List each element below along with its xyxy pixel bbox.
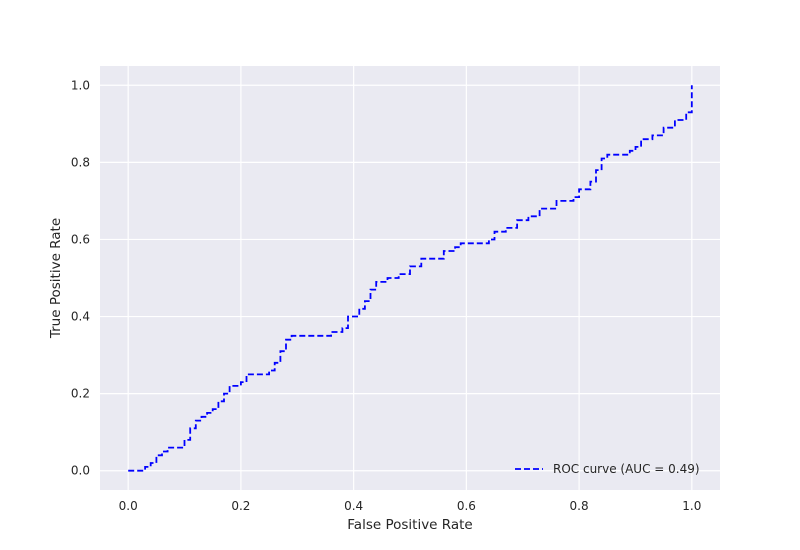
y-tick-label: 1.0: [71, 78, 90, 92]
x-tick-labels: 0.0 0.2 0.4 0.6 0.8 1.0: [119, 499, 702, 513]
x-tick-label: 0.0: [119, 499, 138, 513]
roc-curve-line: [128, 85, 693, 472]
y-tick-label: 0.2: [71, 387, 90, 401]
y-tick-labels: 0.0 0.2 0.4 0.6 0.8 1.0: [71, 78, 90, 477]
legend-label: ROC curve (AUC = 0.49): [553, 462, 700, 476]
y-tick-label: 0.4: [71, 310, 90, 324]
x-axis-label: False Positive Rate: [347, 517, 472, 533]
x-tick-label: 0.8: [570, 499, 589, 513]
legend: ROC curve (AUC = 0.49): [515, 462, 700, 476]
y-tick-label: 0.0: [71, 464, 90, 478]
y-tick-label: 0.8: [71, 155, 90, 169]
plot-background: [100, 66, 720, 490]
x-tick-label: 0.2: [231, 499, 250, 513]
x-tick-label: 0.4: [344, 499, 363, 513]
series-layer: [128, 85, 693, 472]
y-tick-label: 0.6: [71, 232, 90, 246]
y-axis-label: True Positive Rate: [48, 218, 64, 339]
grid-lines: [100, 66, 720, 490]
x-tick-label: 0.6: [457, 499, 476, 513]
x-tick-label: 1.0: [682, 499, 701, 513]
